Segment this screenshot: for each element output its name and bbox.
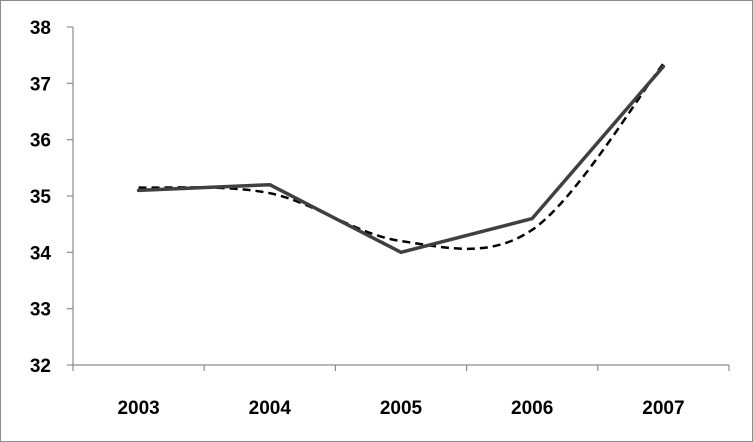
y-tick-labels: 32 33 34 35 36 37 38	[30, 18, 52, 377]
y-tick-label: 38	[30, 18, 51, 39]
y-tick-label: 36	[30, 131, 51, 152]
series-line-dashed	[138, 62, 665, 251]
x-tick-label: 2004	[249, 398, 292, 419]
y-tick-label: 37	[30, 74, 51, 95]
y-tick-label: 34	[30, 243, 52, 264]
x-tick-label: 2007	[642, 398, 684, 419]
series-line-solid	[136, 64, 666, 255]
x-tick-labels: 2003 2004 2005 2006 2007	[117, 398, 684, 419]
x-tick-label: 2003	[117, 398, 159, 419]
series-lines	[136, 62, 666, 255]
y-tick-label: 33	[30, 300, 51, 321]
x-tick-label: 2005	[380, 398, 423, 419]
y-tick-label: 32	[30, 356, 51, 377]
x-tick-label: 2006	[511, 398, 553, 419]
y-tick-label: 35	[30, 187, 52, 208]
axes	[67, 26, 730, 371]
